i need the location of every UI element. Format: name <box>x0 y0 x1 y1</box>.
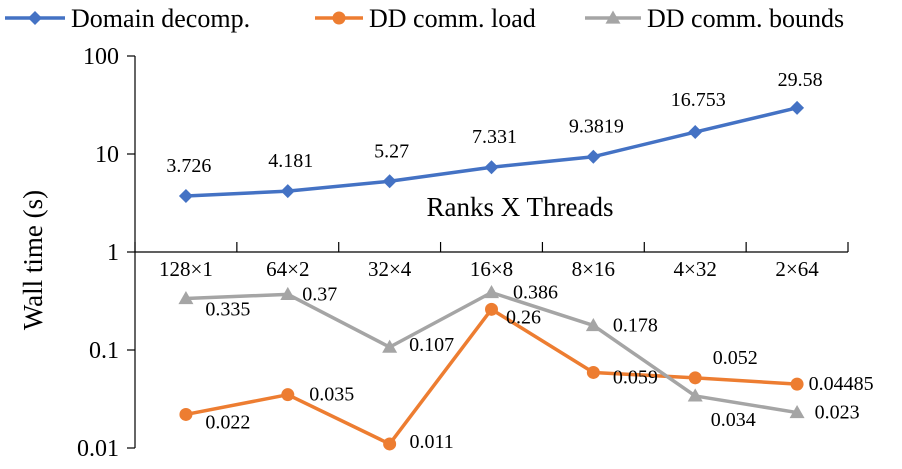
data-point <box>688 125 703 140</box>
legend-item: Domain decomp. <box>5 4 250 33</box>
legend-label: DD comm. bounds <box>647 4 844 33</box>
data-label: 4.181 <box>268 150 313 172</box>
data-label: 0.022 <box>205 411 250 433</box>
x-axis-title: Ranks X Threads <box>427 192 614 222</box>
data-point <box>382 174 397 189</box>
data-label: 0.37 <box>302 283 337 305</box>
data-point <box>179 407 193 421</box>
legend-item: DD comm. load <box>315 4 536 33</box>
y-tick-label: 0.01 <box>77 436 119 462</box>
y-tick-label: 100 <box>83 44 119 70</box>
data-label: 0.386 <box>513 282 558 304</box>
x-tick-label: 8×16 <box>572 257 615 281</box>
x-tick-label: 128×1 <box>159 257 213 281</box>
data-point <box>281 388 295 402</box>
data-point <box>382 339 398 353</box>
data-label: 29.58 <box>778 69 823 91</box>
axes: 100 10 1 0.1 0.01 128×1 64×2 32×4 16×8 8×16 4×32 2×… <box>77 44 849 462</box>
x-tick-label: 4×32 <box>674 257 717 281</box>
y-axis-title: Wall time (s) <box>18 190 48 330</box>
legend-marker <box>28 11 42 25</box>
series-domain-decomp <box>178 100 805 204</box>
data-point <box>586 365 600 379</box>
data-label: 0.178 <box>613 314 658 336</box>
data-label: 0.035 <box>309 384 354 406</box>
x-tick-label: 64×2 <box>266 257 309 281</box>
data-label: 7.331 <box>472 126 517 148</box>
data-point <box>485 302 498 316</box>
legend-item: DD comm. bounds <box>585 4 844 33</box>
data-label: 0.023 <box>815 402 860 424</box>
data-point <box>280 286 296 300</box>
series-dd-comm-bounds <box>178 285 805 419</box>
data-label: 0.26 <box>506 306 541 328</box>
series-line <box>185 307 798 446</box>
data-label: 0.107 <box>409 334 454 356</box>
data-label: 0.04485 <box>809 373 874 395</box>
data-point <box>789 405 805 419</box>
data-label: 9.3819 <box>569 116 624 138</box>
data-point <box>688 371 702 385</box>
data-point <box>484 285 499 299</box>
data-point <box>585 317 601 332</box>
data-label: 3.726 <box>166 155 211 177</box>
x-tick-label: 16×8 <box>470 257 513 281</box>
data-label: 0.052 <box>713 347 758 369</box>
data-point <box>790 377 804 391</box>
series-layer <box>178 100 805 451</box>
data-point <box>687 388 703 402</box>
data-label: 0.011 <box>410 431 454 453</box>
data-label: 0.034 <box>711 409 756 431</box>
data-label: 0.059 <box>613 366 658 388</box>
series-dd-comm-load <box>179 302 804 451</box>
legend-label: DD comm. load <box>369 4 536 33</box>
y-tick-label: 10 <box>95 142 119 168</box>
data-point <box>383 437 397 451</box>
data-point <box>280 184 295 199</box>
legend-label: Domain decomp. <box>71 4 250 33</box>
legend-marker <box>332 11 346 25</box>
data-point <box>586 149 601 164</box>
x-tick-label: 2×64 <box>775 257 819 281</box>
legend: Domain decomp. DD comm. load DD comm. boun… <box>5 4 844 33</box>
data-point <box>484 160 499 175</box>
x-tick-label: 32×4 <box>368 257 412 281</box>
data-point <box>178 189 193 204</box>
data-labels: 3.726 4.181 5.27 7.331 9.3819 16.753 29.58 0.02… <box>166 69 873 453</box>
y-tick-label: 0.1 <box>89 338 119 364</box>
data-point <box>178 291 194 305</box>
data-label: 5.27 <box>374 140 409 162</box>
data-label: 0.335 <box>205 299 250 321</box>
legend-marker <box>605 10 621 24</box>
y-tick-label: 1 <box>107 240 119 266</box>
data-label: 16.753 <box>671 89 726 111</box>
data-point <box>790 100 805 115</box>
